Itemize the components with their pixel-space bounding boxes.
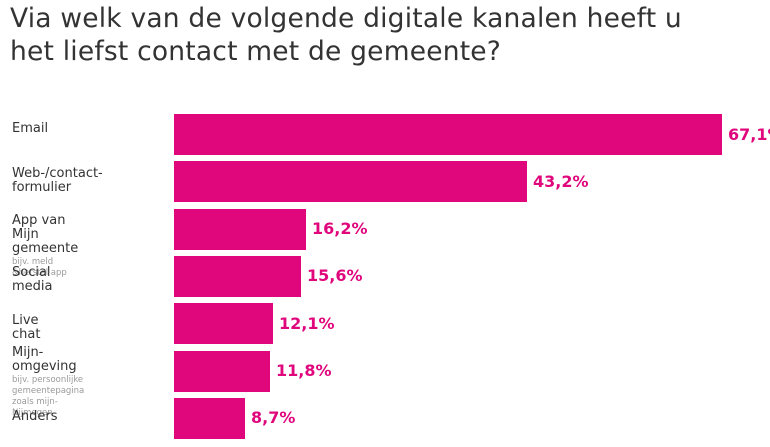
category-sublabel: bijv. persoonlijke gemeentepagina zoals … — [12, 375, 85, 418]
bar — [174, 303, 273, 344]
category-label-text: Email — [12, 121, 49, 136]
category-sublabel: bijv. meld &herstel app — [12, 257, 67, 278]
category-label: Social media — [12, 265, 53, 294]
category-label: Web-/contact- formulier — [12, 167, 103, 195]
value-label: 43,2% — [533, 172, 589, 191]
category-label: Email — [12, 122, 48, 136]
value-label: 12,1% — [279, 314, 335, 333]
value-label: 8,7% — [251, 408, 296, 427]
category-label: App van Mijn gemeente bijv. meld &herstel… — [12, 214, 78, 279]
bar — [174, 161, 527, 202]
category-label: Mijn-omgeving bijv. persoonlijke gemeente… — [12, 346, 84, 419]
bar — [174, 398, 245, 439]
bar — [174, 351, 270, 392]
value-label: 67,1% — [728, 125, 770, 144]
category-label: Live chat — [12, 314, 40, 342]
value-label: 11,8% — [276, 361, 332, 380]
category-label-text: Social media — [12, 265, 53, 294]
chart-title: Via welk van de volgende digitale kanale… — [10, 3, 682, 67]
category-label-text: Anders — [12, 409, 58, 424]
category-label: Anders — [12, 410, 58, 424]
category-label-text: Live chat — [12, 313, 41, 342]
bar — [174, 114, 722, 155]
value-label: 15,6% — [307, 266, 363, 285]
value-label: 16,2% — [312, 219, 368, 238]
category-label-text: Web-/contact- formulier — [12, 166, 103, 195]
category-label-text: Mijn-omgeving — [12, 345, 77, 374]
category-label-text: App van Mijn gemeente — [12, 213, 79, 256]
bar — [174, 209, 306, 250]
bar — [174, 256, 301, 297]
